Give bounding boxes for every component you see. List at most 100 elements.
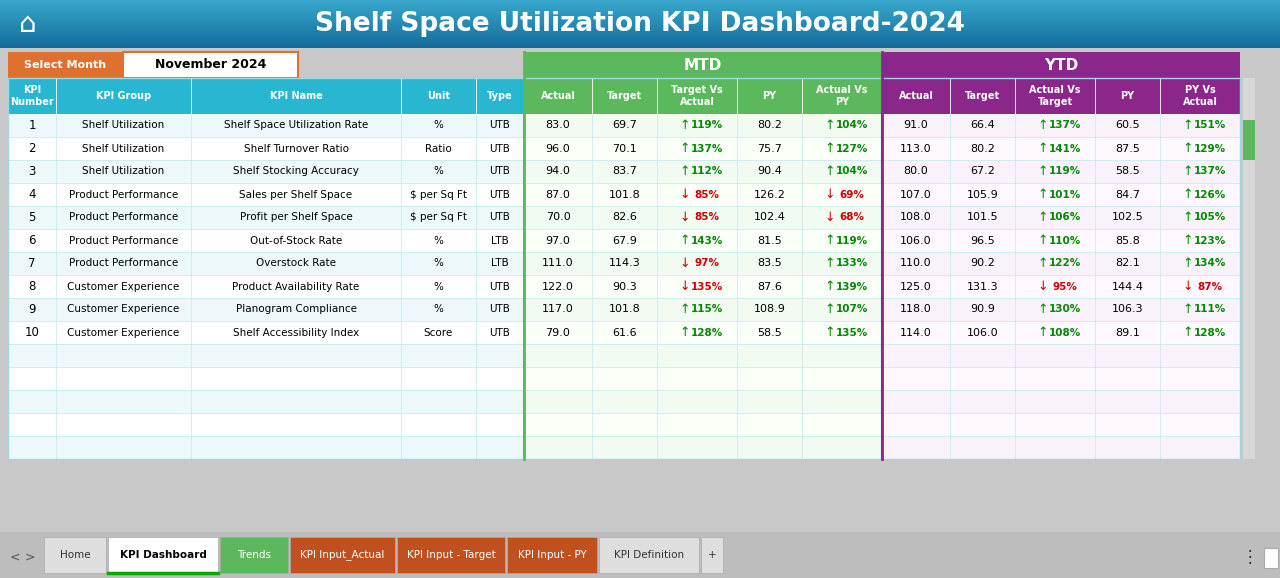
Text: ↑: ↑ (1183, 165, 1193, 178)
Text: 83.0: 83.0 (545, 120, 571, 131)
Bar (1265, 548, 1277, 568)
Bar (882, 321, 1240, 344)
Bar (524, 183, 882, 206)
Text: Product Performance: Product Performance (69, 258, 178, 269)
Bar (0, 3, 1280, 4)
Text: Target: Target (965, 91, 1000, 101)
Text: 69%: 69% (840, 190, 864, 199)
Text: LTB: LTB (492, 235, 509, 246)
Text: ↑: ↑ (1038, 234, 1048, 247)
Text: UTB: UTB (489, 305, 511, 314)
Text: ↑: ↑ (1183, 211, 1193, 224)
Bar (0, 28, 1280, 29)
Text: 128%: 128% (1194, 328, 1226, 338)
Text: 90.2: 90.2 (970, 258, 995, 269)
Bar (0, 33, 1280, 34)
Text: Score: Score (424, 328, 453, 338)
Text: UTB: UTB (489, 281, 511, 291)
Bar (0, 4, 1280, 5)
Bar (0, 25, 1280, 27)
Text: $ per Sq Ft: $ per Sq Ft (410, 190, 467, 199)
Bar (8, 114, 1240, 137)
Text: 9: 9 (28, 303, 36, 316)
Text: Actual Vs
PY: Actual Vs PY (817, 85, 868, 107)
Text: ↑: ↑ (1183, 303, 1193, 316)
Text: Out-of-Stock Rate: Out-of-Stock Rate (250, 235, 342, 246)
Bar (0, 27, 1280, 28)
Text: UTB: UTB (489, 166, 511, 176)
Text: ↑: ↑ (1183, 142, 1193, 155)
Bar (882, 298, 1240, 321)
Text: ↑: ↑ (1183, 326, 1193, 339)
Text: KPI Input_Actual: KPI Input_Actual (301, 550, 385, 561)
Bar (524, 390, 882, 413)
Text: Customer Experience: Customer Experience (68, 305, 179, 314)
Text: ↑: ↑ (1038, 326, 1048, 339)
Text: ↓: ↓ (680, 211, 690, 224)
Bar (0, 14, 1280, 15)
Text: Ratio: Ratio (425, 143, 452, 154)
Text: ↑: ↑ (824, 119, 836, 132)
Text: PY: PY (1120, 91, 1134, 101)
Text: 96.5: 96.5 (970, 235, 995, 246)
Text: 126.2: 126.2 (754, 190, 786, 199)
Text: 130%: 130% (1048, 305, 1082, 314)
Text: 137%: 137% (1194, 166, 1226, 176)
Text: November 2024: November 2024 (155, 58, 266, 72)
Text: 128%: 128% (691, 328, 723, 338)
Bar (0, 1, 1280, 2)
Text: 118.0: 118.0 (900, 305, 932, 314)
Text: Product Performance: Product Performance (69, 213, 178, 223)
Text: KPI
Number: KPI Number (10, 85, 54, 107)
Text: ↓: ↓ (824, 188, 836, 201)
Text: 107.0: 107.0 (900, 190, 932, 199)
Bar (8, 229, 1240, 252)
Text: 110%: 110% (1048, 235, 1082, 246)
Bar (8, 344, 1240, 367)
Text: Actual: Actual (540, 91, 576, 101)
Text: UTB: UTB (489, 328, 511, 338)
Bar (0, 45, 1280, 46)
Bar (882, 413, 1240, 436)
Text: ↓: ↓ (680, 280, 690, 293)
Text: Profit per Shelf Space: Profit per Shelf Space (239, 213, 352, 223)
Text: %: % (434, 166, 443, 176)
Text: Shelf Stocking Accuracy: Shelf Stocking Accuracy (233, 166, 358, 176)
Text: 83.7: 83.7 (612, 166, 637, 176)
Text: 106%: 106% (1048, 213, 1082, 223)
Text: Actual Vs
Target: Actual Vs Target (1029, 85, 1080, 107)
Text: 5: 5 (28, 211, 36, 224)
Text: ↓: ↓ (680, 188, 690, 201)
Text: ↑: ↑ (824, 142, 836, 155)
Text: 108%: 108% (1048, 328, 1082, 338)
Text: 110.0: 110.0 (900, 258, 932, 269)
Bar (524, 321, 882, 344)
Bar (8, 206, 1240, 229)
Bar (882, 229, 1240, 252)
Text: 8: 8 (28, 280, 36, 293)
Bar (0, 43, 1280, 44)
Text: 101.8: 101.8 (608, 305, 640, 314)
Bar (8, 183, 1240, 206)
Text: 90.9: 90.9 (970, 305, 995, 314)
Text: ↑: ↑ (1038, 303, 1048, 316)
Text: 95%: 95% (1052, 281, 1078, 291)
Bar (8, 137, 1240, 160)
Text: 151%: 151% (1194, 120, 1226, 131)
Text: Shelf Accessibility Index: Shelf Accessibility Index (233, 328, 360, 338)
Text: 10: 10 (24, 326, 40, 339)
Bar (0, 48, 1280, 532)
Bar (123, 52, 298, 78)
Text: +: + (708, 550, 717, 560)
Text: ↑: ↑ (1038, 257, 1048, 270)
Text: 108.0: 108.0 (900, 213, 932, 223)
Bar (599, 537, 699, 573)
Bar (0, 6, 1280, 7)
Bar (8, 321, 1240, 344)
Text: 80.2: 80.2 (970, 143, 995, 154)
Text: ↑: ↑ (1183, 188, 1193, 201)
Text: 113.0: 113.0 (900, 143, 932, 154)
Bar (0, 20, 1280, 21)
Bar (524, 367, 882, 390)
Text: 139%: 139% (836, 281, 868, 291)
